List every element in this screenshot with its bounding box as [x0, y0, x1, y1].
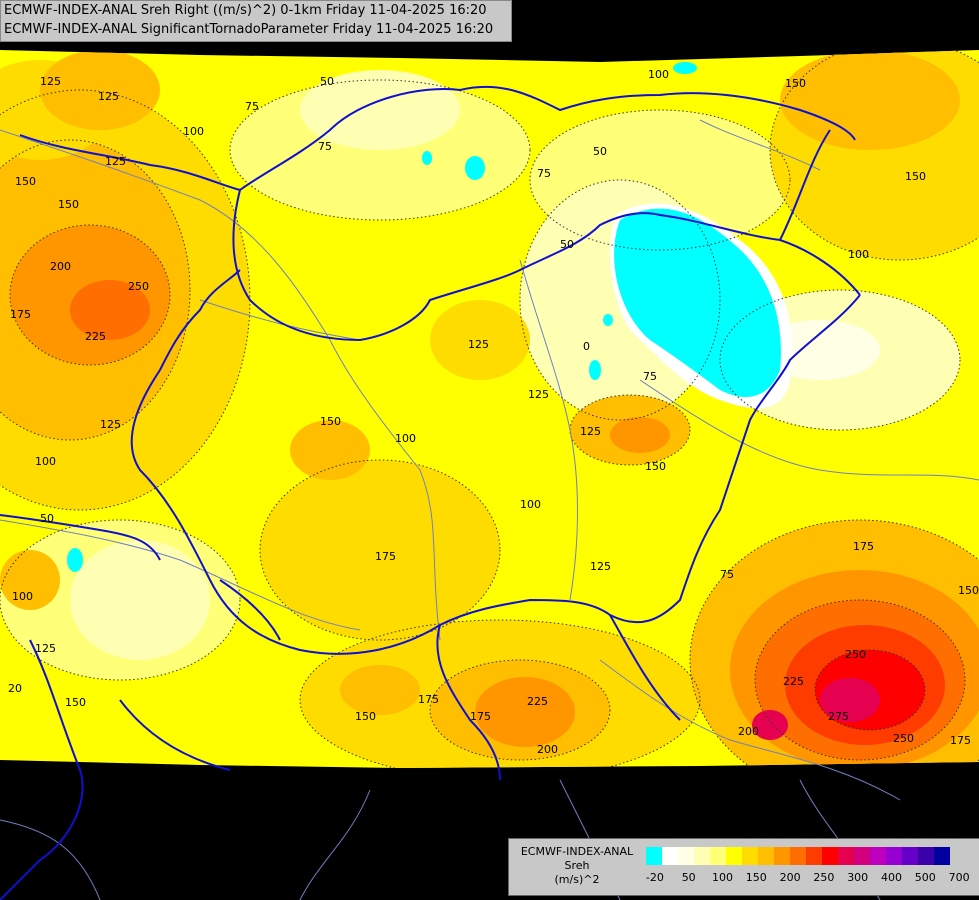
legend-tick-label: 200 [779, 871, 801, 884]
legend-swatch [726, 847, 742, 865]
contour-label: 175 [10, 308, 31, 321]
contour-label: 175 [853, 540, 874, 553]
contour-label: 150 [320, 415, 341, 428]
contour-label: 125 [100, 418, 121, 431]
contour-label: 100 [848, 248, 869, 261]
legend-title-line-1: ECMWF-INDEX-ANAL [520, 845, 634, 858]
contour-label: 100 [520, 498, 541, 511]
legend-tick-label: 400 [881, 871, 902, 884]
legend-swatch [694, 847, 710, 865]
contour-label: 175 [470, 710, 491, 723]
contour-label: 125 [35, 642, 56, 655]
legend-swatch [934, 847, 950, 865]
contour-label: 225 [527, 695, 548, 708]
legend-swatch [822, 847, 838, 865]
legend-swatch [710, 847, 726, 865]
contour-label: 75 [720, 568, 734, 581]
contour-label: 150 [355, 710, 376, 723]
legend-title-line-3: (m/s)^2 [554, 873, 600, 886]
contour-label: 150 [958, 584, 979, 597]
legend-swatch [758, 847, 774, 865]
contour-label: 75 [318, 140, 332, 153]
contour-label: 50 [593, 145, 607, 158]
legend-swatch [870, 847, 886, 865]
contour-label: 200 [50, 260, 71, 273]
contour-label: 225 [783, 675, 804, 688]
header-line-1: ECMWF-INDEX-ANAL Sreh Right ((m/s)^2) 0-… [4, 3, 487, 18]
contour-label: 125 [105, 155, 126, 168]
legend-tick-label: 150 [745, 871, 767, 884]
legend-title: ECMWF-INDEX-ANAL Sreh (m/s)^2 [511, 845, 643, 887]
contour-label: 125 [528, 388, 549, 401]
country-borders [0, 85, 861, 900]
legend-swatch [918, 847, 934, 865]
contour-label: 75 [245, 100, 259, 113]
legend-swatch [774, 847, 790, 865]
legend-tick-label: 250 [813, 871, 835, 884]
contour-label: 100 [35, 455, 56, 468]
contour-labels: 1251255075100125150150200250175225125100… [8, 68, 979, 756]
contour-label: 20 [8, 682, 22, 695]
contour-label: 50 [560, 238, 574, 251]
legend-swatch [854, 847, 870, 865]
contour-label: 175 [375, 550, 396, 563]
contour-label: 125 [98, 90, 119, 103]
contour-label: 150 [65, 696, 86, 709]
contour-label: 175 [418, 693, 439, 706]
contour-label: 100 [648, 68, 669, 81]
legend-ticks: -20 50 100 150 200 250 300 400 500 700 [639, 871, 979, 887]
legend-tick-label: 100 [712, 871, 733, 884]
legend-swatch [742, 847, 758, 865]
sreh-field [0, 50, 979, 768]
contour-label: 100 [183, 125, 204, 138]
contour-label: 125 [40, 75, 61, 88]
contour-label: 250 [845, 648, 866, 661]
contour-label: 125 [580, 425, 601, 438]
rivers [0, 119, 979, 900]
contour-label: 125 [468, 338, 489, 351]
contour-label: 150 [15, 175, 36, 188]
contour-label: 250 [128, 280, 149, 293]
legend-swatch [886, 847, 902, 865]
contour-label: 150 [58, 198, 79, 211]
contour-label: 200 [537, 743, 558, 756]
legend-swatch [662, 847, 678, 865]
legend-swatch [678, 847, 694, 865]
contour-label: 150 [645, 460, 666, 473]
legend-tick-label: 500 [914, 871, 936, 884]
legend-swatch [838, 847, 854, 865]
legend-tick-label: 700 [948, 871, 970, 884]
contour-label: 50 [40, 512, 54, 525]
legend-swatch [902, 847, 918, 865]
color-legend: ECMWF-INDEX-ANAL Sreh (m/s)^2 -20 50 100 15… [508, 838, 979, 896]
header-line-2: ECMWF-INDEX-ANAL SignificantTornadoParam… [4, 22, 494, 37]
contour-label: 75 [537, 167, 551, 180]
legend-tick-label: -20 [645, 871, 664, 884]
contour-label: 200 [738, 725, 759, 738]
legend-swatches [646, 847, 950, 865]
contour-label: 125 [590, 560, 611, 573]
contour-label: 50 [320, 75, 334, 88]
contour-label: 175 [950, 734, 971, 747]
contour-label: 100 [395, 432, 416, 445]
header-panel: ECMWF-INDEX-ANAL Sreh Right ((m/s)^2) 0-… [0, 0, 512, 42]
legend-swatch [790, 847, 806, 865]
legend-tick-label: 300 [847, 871, 869, 884]
contour-label: 150 [785, 77, 806, 90]
contour-label: 225 [85, 330, 106, 343]
legend-tick-label: 50 [681, 871, 696, 884]
legend-swatch [646, 847, 662, 865]
contour-label: 275 [828, 710, 849, 723]
legend-swatch [806, 847, 822, 865]
contour-label: 0 [583, 340, 590, 353]
legend-title-line-2: Sreh [564, 859, 590, 872]
contour-label: 150 [905, 170, 926, 183]
contour-label: 250 [893, 732, 914, 745]
contour-label: 75 [643, 370, 657, 383]
contour-label: 100 [12, 590, 33, 603]
